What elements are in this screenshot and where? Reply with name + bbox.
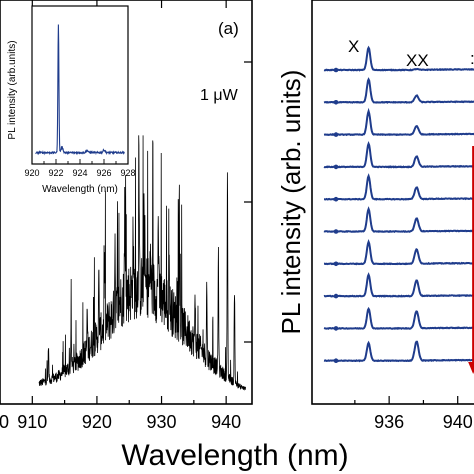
panel-b-frame bbox=[311, 0, 474, 405]
power-series-line bbox=[323, 141, 474, 169]
panel-b-ticks bbox=[354, 396, 459, 404]
series-offset-marker bbox=[333, 100, 339, 105]
exciton-label: X bbox=[348, 37, 359, 56]
panel-b-series bbox=[323, 45, 474, 364]
power-series-line bbox=[323, 173, 474, 201]
power-series-line bbox=[323, 340, 474, 363]
series-offset-marker bbox=[333, 293, 339, 299]
power-series-line bbox=[323, 107, 474, 137]
panel-a-label: (a) bbox=[218, 19, 239, 38]
inset-x-tick-label: 926 bbox=[96, 168, 111, 178]
power-series-line bbox=[323, 77, 474, 104]
inset-frame bbox=[31, 5, 129, 165]
series-offset-marker bbox=[333, 261, 339, 267]
series-offset-marker bbox=[333, 326, 339, 331]
inset-ylabel: PL intensity (arb.units) bbox=[7, 40, 18, 139]
panel-a-spectrum-line bbox=[38, 135, 246, 391]
inset-xlabel: Wavelength (nm) bbox=[42, 184, 118, 195]
panel-b-ylabel: PL intensity (arb. units) bbox=[276, 70, 306, 335]
panel-a-ticks bbox=[0, 0, 252, 404]
inset-x-tick-label: 928 bbox=[120, 168, 135, 178]
power-series-line bbox=[323, 272, 474, 298]
power-series-line bbox=[323, 206, 474, 234]
inset-spectrum-line bbox=[35, 24, 125, 156]
panel-a-x-tick-label: 940 bbox=[211, 412, 241, 432]
panel-b-x-tick-label: 936 bbox=[374, 412, 404, 432]
panel-b-x-tick-label: 940 bbox=[443, 412, 473, 432]
panel-a-x-tick-label: 930 bbox=[147, 412, 177, 432]
power-series-line bbox=[323, 239, 474, 266]
inset-x-tick-label: 922 bbox=[48, 168, 63, 178]
panel-b-x-tick-labels: 936 940 bbox=[374, 412, 473, 432]
inset-x-tick-label: 924 bbox=[72, 168, 87, 178]
inset-ticks bbox=[31, 159, 129, 164]
series-offset-marker bbox=[333, 67, 339, 73]
series-offset-marker bbox=[333, 132, 339, 137]
power-series-line bbox=[323, 45, 474, 72]
power-annotation: 1 μW bbox=[200, 87, 239, 104]
decay-arrow-head bbox=[468, 362, 474, 374]
panel-b: X XX : 936 940 PL intensity (arb. units) bbox=[276, 0, 474, 432]
series-offset-marker bbox=[333, 164, 339, 170]
inset-x-tick-label: 920 bbox=[24, 168, 39, 178]
partial-annotation: : bbox=[470, 49, 474, 68]
panel-a: (a) 1 μW 910 920 930 940 0 bbox=[0, 0, 253, 432]
shared-xlabel: Wavelength (nm) bbox=[121, 439, 348, 472]
series-offset-marker bbox=[333, 196, 339, 202]
panel-a-x-tick-labels: 910 920 930 940 0 bbox=[0, 412, 241, 432]
panel-a-x-tick-label: 920 bbox=[82, 412, 112, 432]
inset-panel: 920 922 924 926 928 Wavelength (nm) PL inten… bbox=[7, 5, 136, 195]
series-offset-marker bbox=[333, 229, 339, 234]
biexciton-label: XX bbox=[406, 51, 429, 70]
series-offset-marker bbox=[333, 358, 339, 364]
power-series-line bbox=[323, 306, 474, 330]
decay-arrow: : bbox=[468, 49, 474, 374]
inset-x-tick-labels: 920 922 924 926 928 bbox=[24, 168, 135, 178]
panel-a-x-tick-label: 910 bbox=[17, 412, 47, 432]
panel-a-x-tick-label-partial: 0 bbox=[0, 412, 9, 432]
